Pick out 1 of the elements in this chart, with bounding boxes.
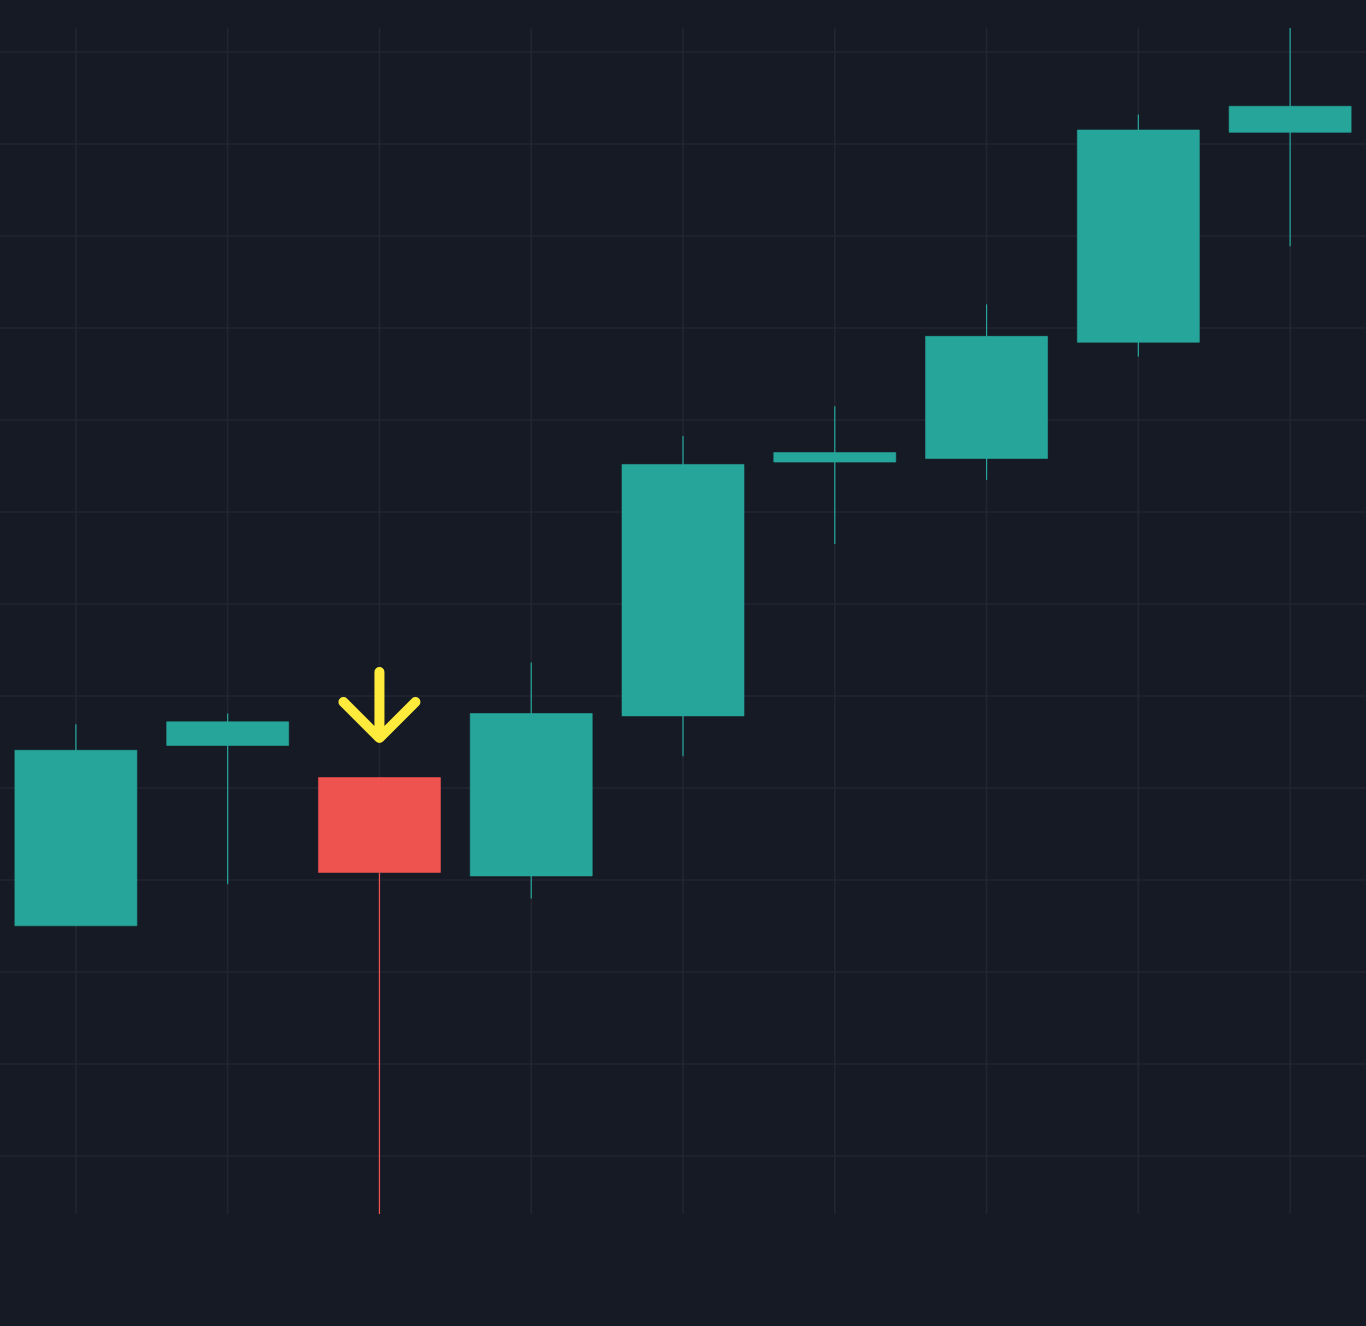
candlestick bbox=[773, 405, 897, 545]
